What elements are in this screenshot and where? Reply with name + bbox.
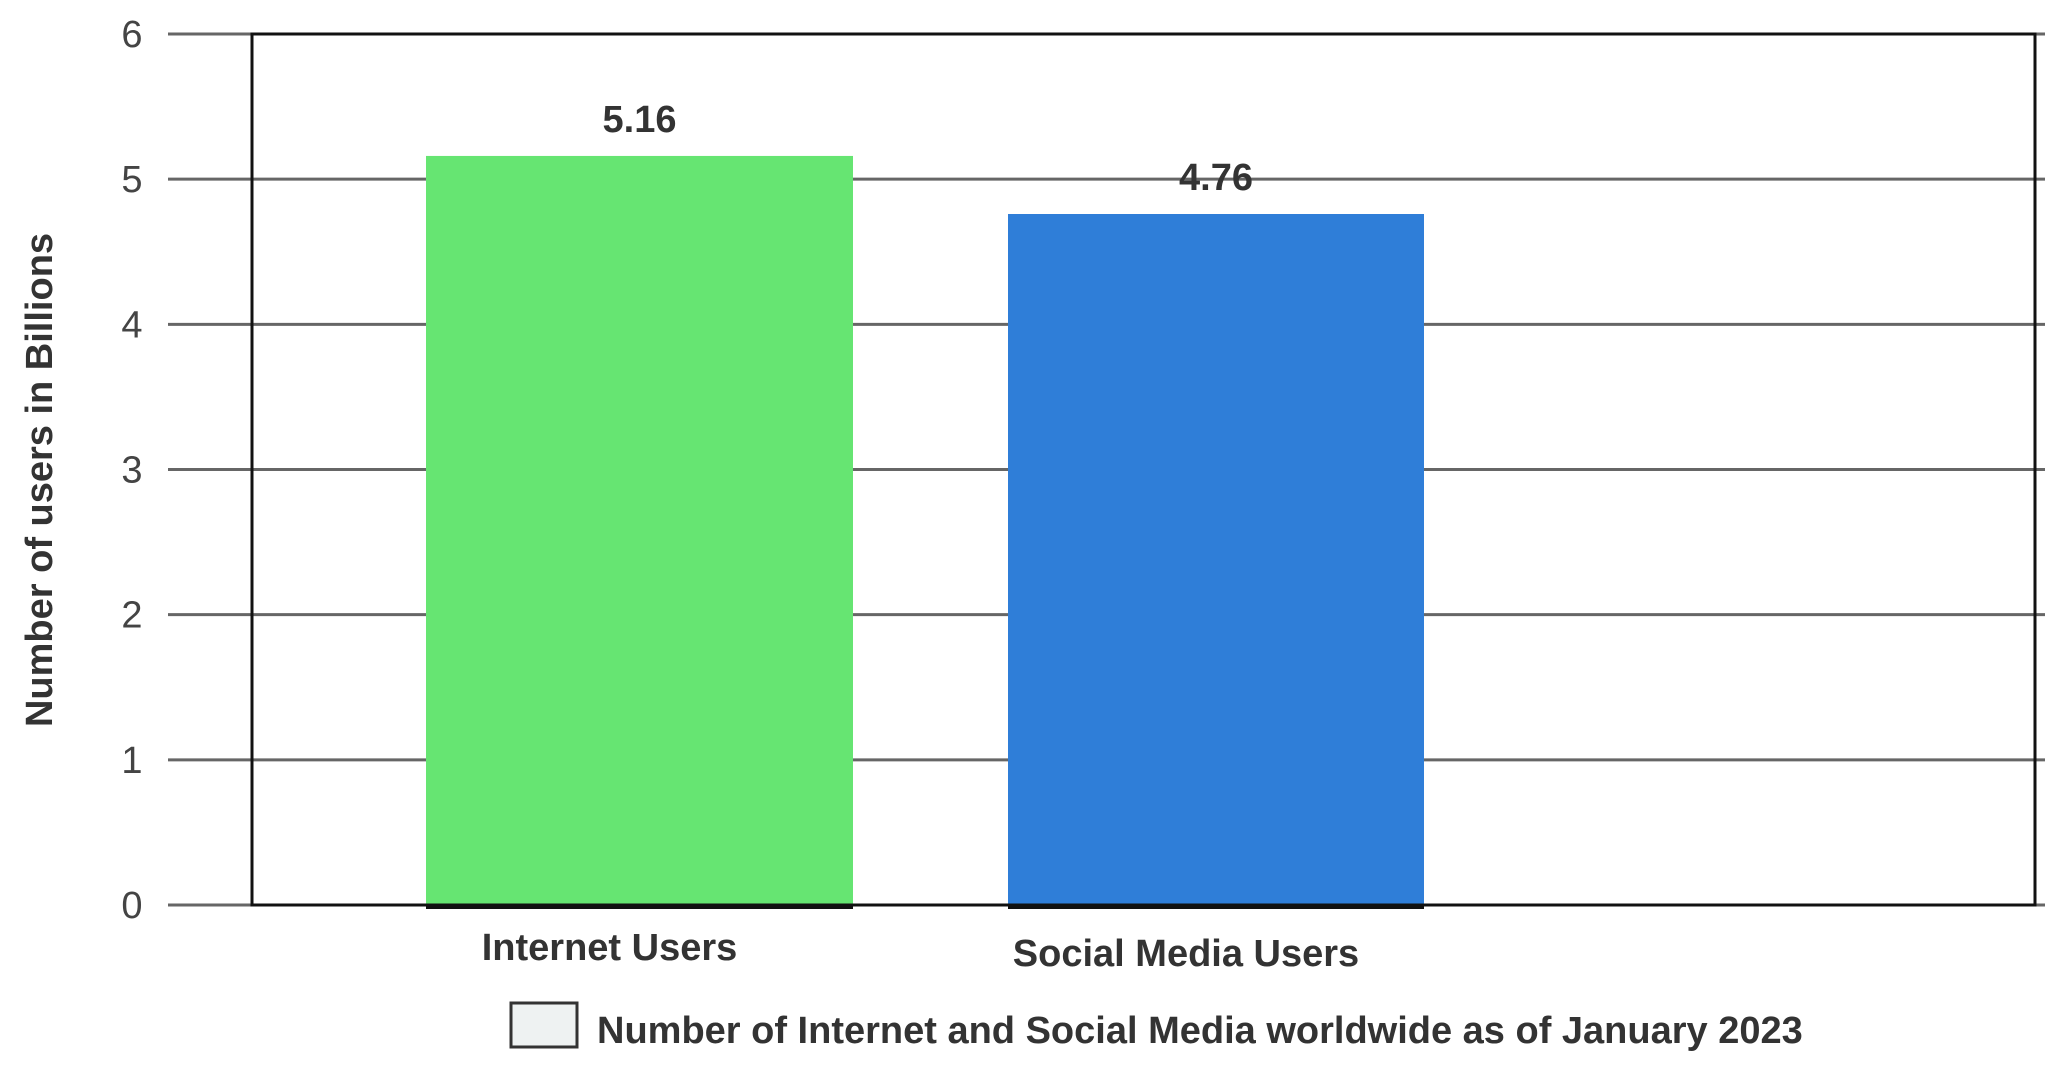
bars <box>426 155 1424 909</box>
x-category-label: Internet Users <box>482 927 738 969</box>
legend-swatch <box>509 1001 579 1049</box>
data-label: 4.76 <box>1179 157 1253 199</box>
labels: 5.16 Internet Users 4.76 Social Media Users <box>482 99 1359 975</box>
bar[interactable] <box>1008 214 1424 906</box>
legend[interactable]: Number of Internet and Social Media worl… <box>509 1001 1803 1052</box>
bar[interactable] <box>426 155 853 905</box>
y-tick-label: 5 <box>121 159 142 201</box>
x-category-label: Social Media Users <box>1013 933 1359 975</box>
plot-frame <box>250 32 2037 907</box>
y-tick-label: 1 <box>121 740 142 782</box>
y-axis-label: Number of users in Billions <box>19 233 61 727</box>
y-tick-label: 6 <box>121 14 142 56</box>
legend-label: Number of Internet and Social Media worl… <box>597 1010 1803 1052</box>
data-label: 5.16 <box>603 99 677 141</box>
y-axis-ticks: 0 1 2 3 4 5 6 <box>121 14 142 927</box>
y-tick-label: 0 <box>121 885 142 927</box>
y-tick-label: 2 <box>121 595 142 637</box>
y-tick-label: 3 <box>121 450 142 492</box>
y-tick-label: 4 <box>121 304 142 346</box>
